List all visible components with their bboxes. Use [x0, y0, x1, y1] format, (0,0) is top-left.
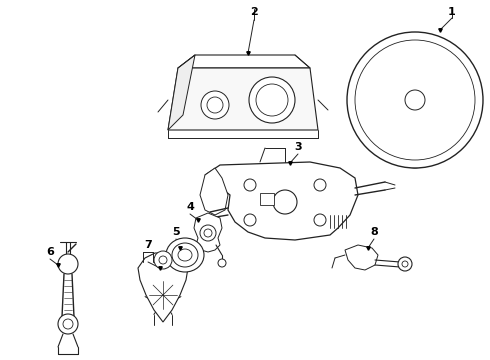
Circle shape [58, 314, 78, 334]
Circle shape [190, 259, 198, 267]
Circle shape [355, 40, 475, 160]
Polygon shape [168, 68, 318, 130]
Circle shape [273, 190, 297, 214]
Circle shape [249, 77, 295, 123]
Ellipse shape [172, 243, 198, 267]
Text: 3: 3 [294, 142, 302, 152]
Text: 2: 2 [250, 7, 258, 17]
Circle shape [63, 319, 73, 329]
Text: 6: 6 [46, 247, 54, 257]
Ellipse shape [178, 249, 192, 261]
Text: 8: 8 [370, 227, 378, 237]
FancyBboxPatch shape [260, 193, 274, 205]
Text: 7: 7 [144, 240, 152, 250]
Circle shape [159, 256, 167, 264]
Text: 4: 4 [186, 202, 194, 212]
Polygon shape [194, 213, 222, 252]
Polygon shape [178, 55, 310, 68]
Polygon shape [345, 245, 378, 270]
Polygon shape [138, 253, 188, 322]
Text: 1: 1 [448, 7, 456, 17]
Polygon shape [200, 168, 228, 215]
Circle shape [347, 32, 483, 168]
Circle shape [244, 214, 256, 226]
Circle shape [314, 179, 326, 191]
Ellipse shape [166, 238, 204, 272]
Circle shape [402, 261, 408, 267]
Circle shape [405, 90, 425, 110]
Circle shape [207, 97, 223, 113]
Circle shape [398, 257, 412, 271]
Circle shape [154, 251, 172, 269]
Circle shape [256, 84, 288, 116]
Polygon shape [205, 162, 358, 240]
Circle shape [314, 214, 326, 226]
Circle shape [218, 259, 226, 267]
Circle shape [200, 225, 216, 241]
Circle shape [58, 254, 78, 274]
Circle shape [201, 91, 229, 119]
Text: 5: 5 [172, 227, 180, 237]
Polygon shape [168, 55, 195, 130]
Circle shape [204, 229, 212, 237]
Circle shape [244, 179, 256, 191]
